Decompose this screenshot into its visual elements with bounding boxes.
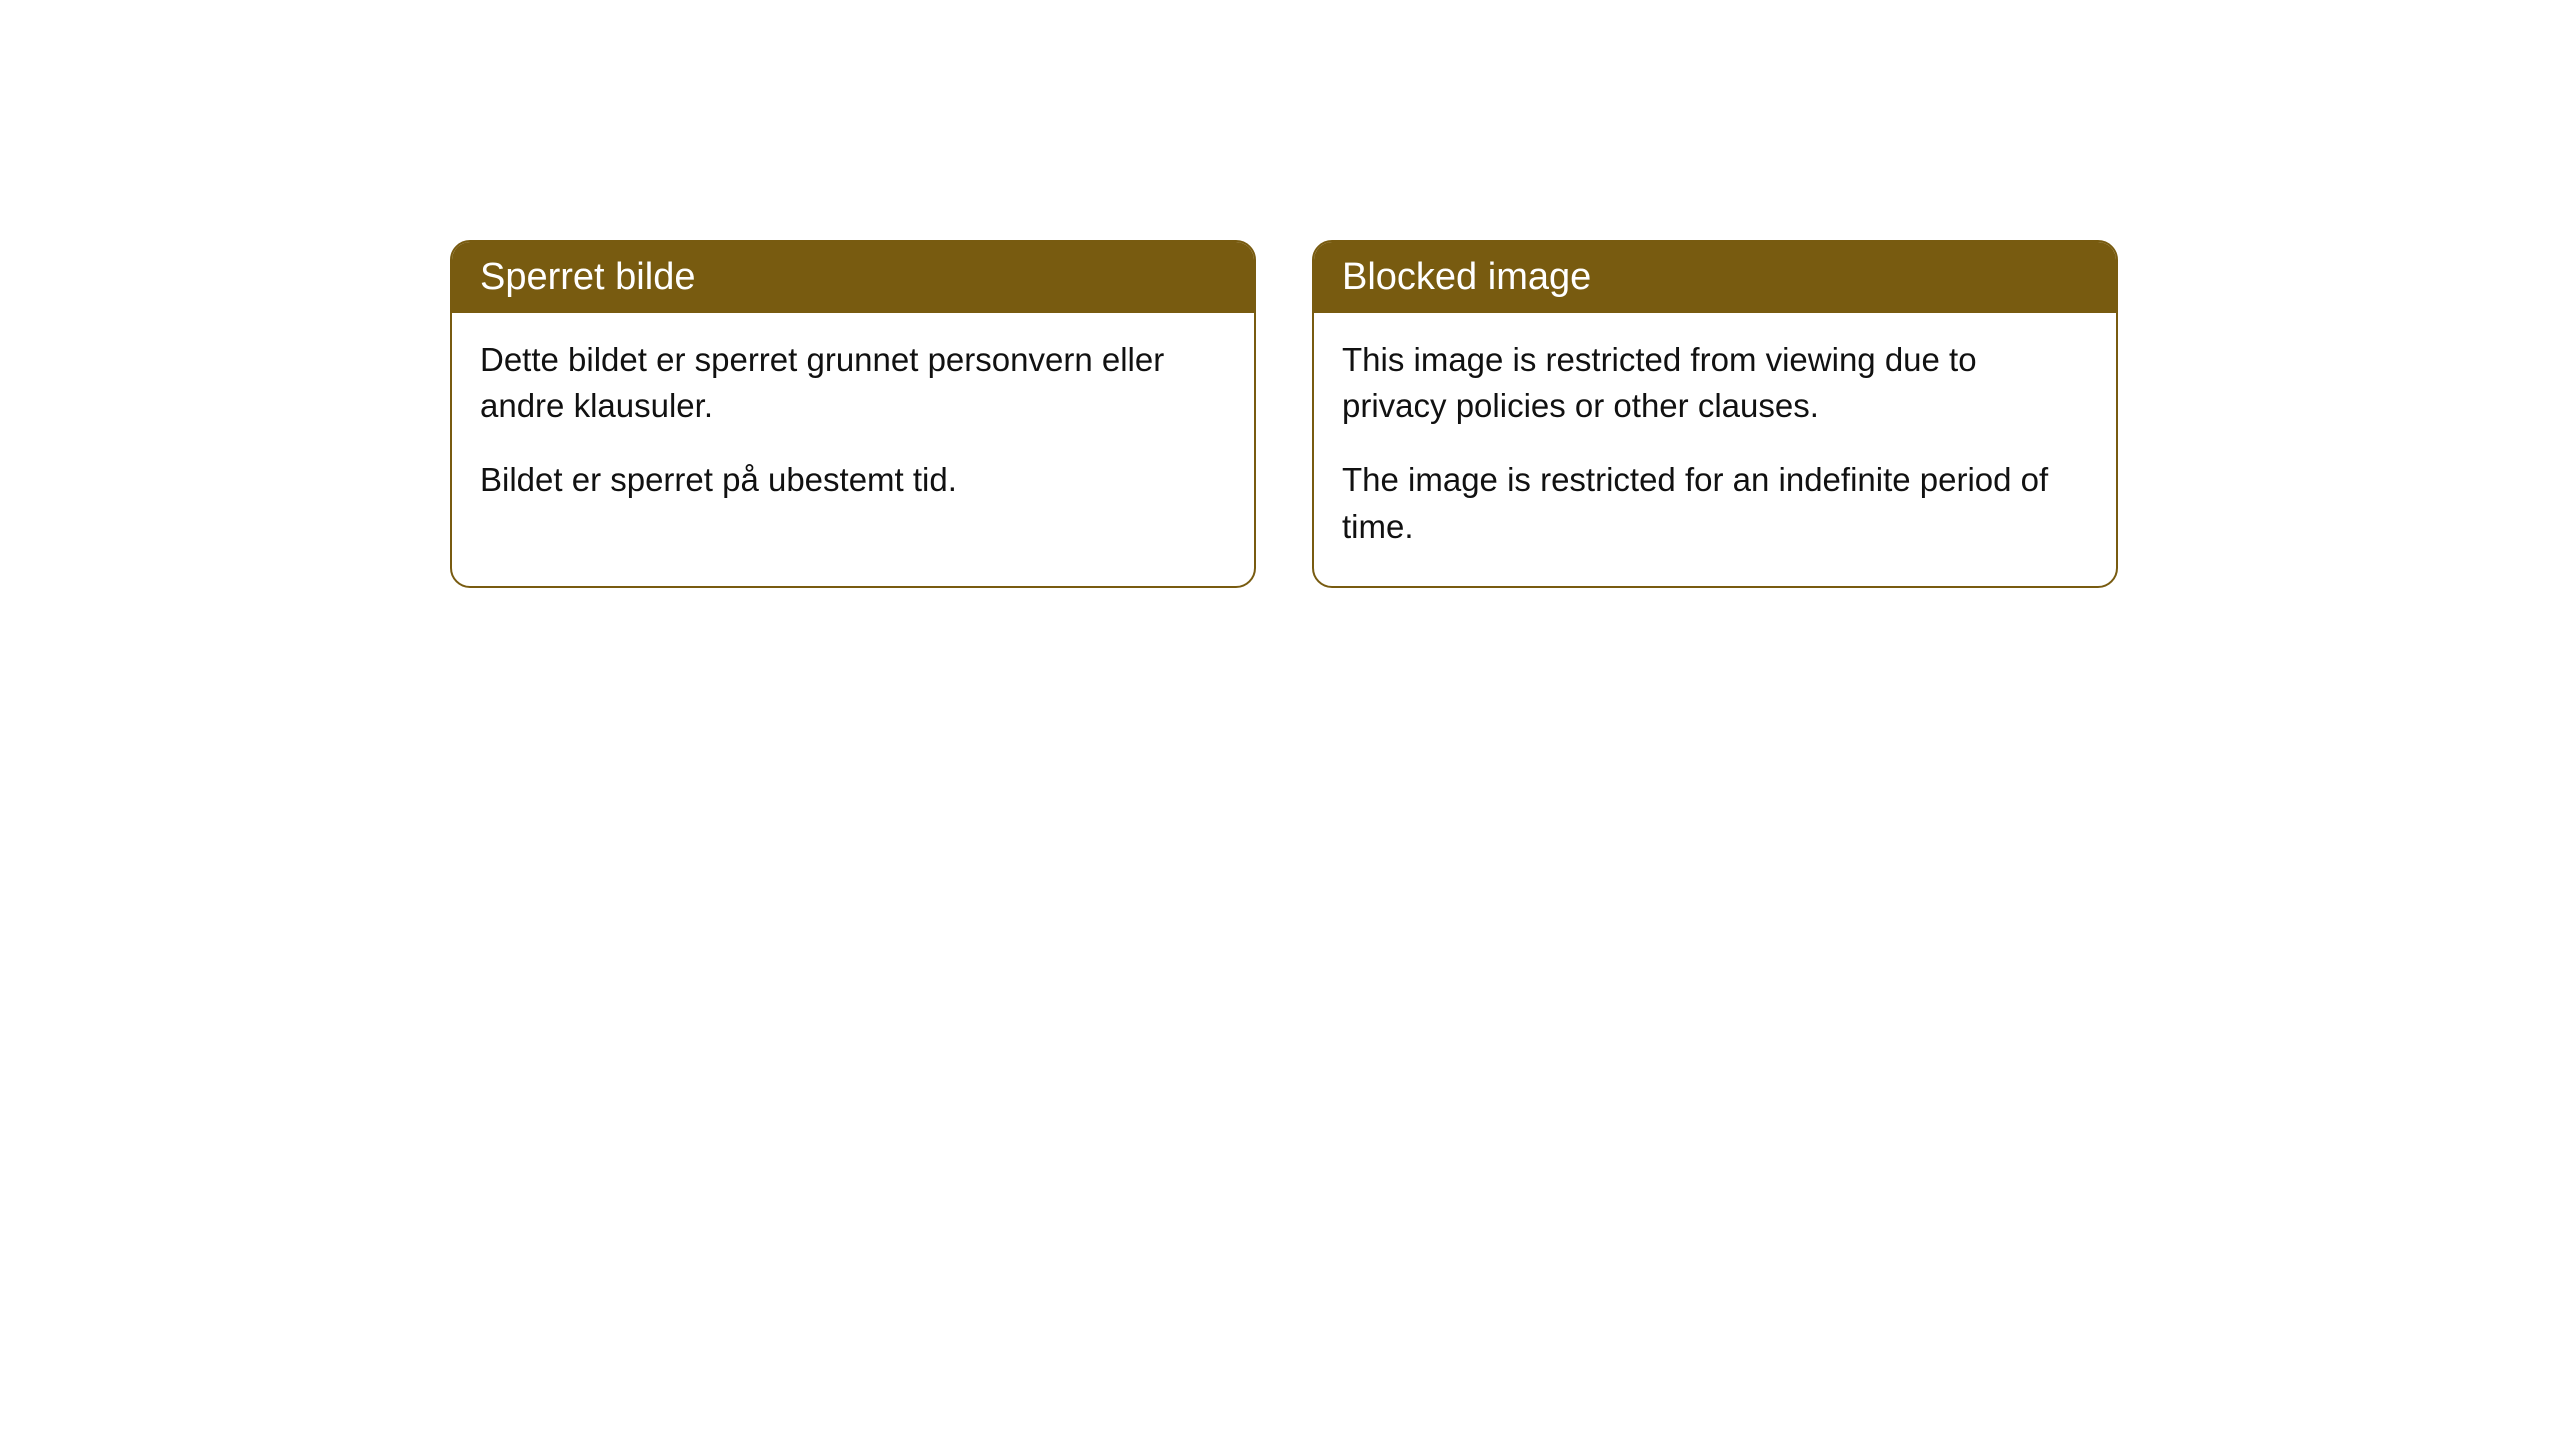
- card-text-line-2: Bildet er sperret på ubestemt tid.: [480, 457, 1226, 503]
- notice-card-norwegian: Sperret bilde Dette bildet er sperret gr…: [450, 240, 1256, 588]
- card-header: Blocked image: [1314, 242, 2116, 313]
- card-header: Sperret bilde: [452, 242, 1254, 313]
- card-text-line-2: The image is restricted for an indefinit…: [1342, 457, 2088, 549]
- card-body: This image is restricted from viewing du…: [1314, 313, 2116, 586]
- card-body: Dette bildet er sperret grunnet personve…: [452, 313, 1254, 540]
- notice-cards-container: Sperret bilde Dette bildet er sperret gr…: [450, 240, 2560, 588]
- notice-card-english: Blocked image This image is restricted f…: [1312, 240, 2118, 588]
- card-text-line-1: Dette bildet er sperret grunnet personve…: [480, 337, 1226, 429]
- card-text-line-1: This image is restricted from viewing du…: [1342, 337, 2088, 429]
